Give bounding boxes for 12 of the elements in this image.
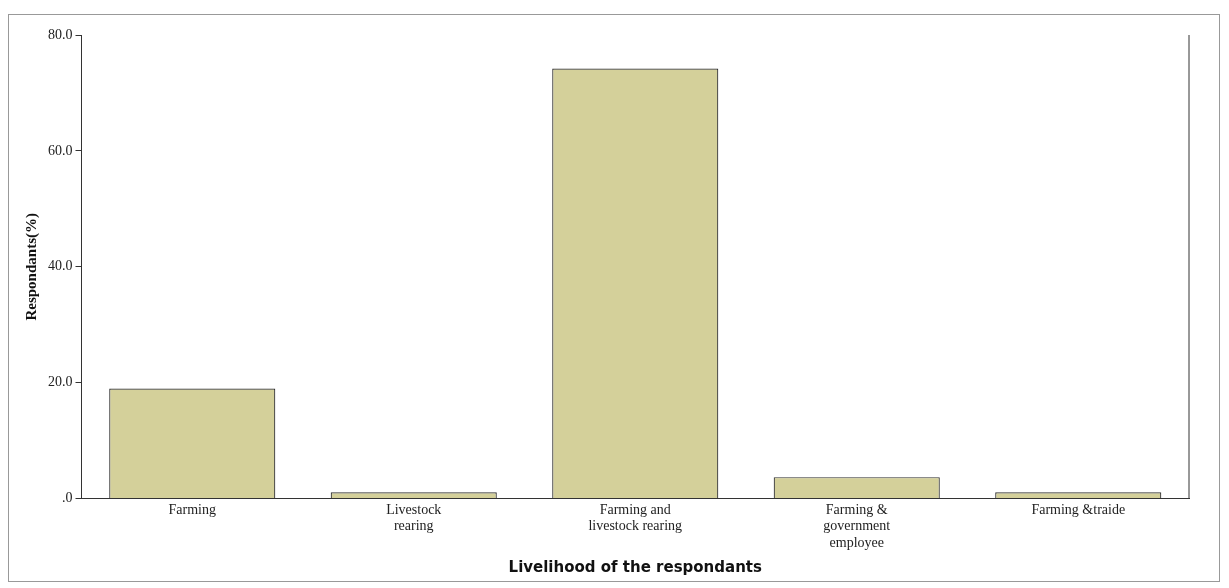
y-axis-title: Respondants(%): [22, 213, 40, 321]
y-tick-label: 60.0: [48, 142, 73, 158]
x-tick-label: Farming &traide: [1031, 501, 1126, 517]
x-tick-label: Livestock rearing: [386, 501, 442, 534]
y-tick-label: 40.0: [48, 258, 73, 274]
x-axis-title: Livelihood of the respondants: [508, 557, 762, 576]
y-tick-label: .0: [62, 490, 73, 506]
y-tick-label: 80.0: [48, 26, 73, 42]
x-tick-label: Farming and livestock rearing: [588, 501, 683, 534]
x-tick-label: Farming: [168, 501, 216, 517]
y-tick-label: 20.0: [48, 374, 73, 390]
x-tick-label: Farming & government employee: [823, 501, 891, 551]
